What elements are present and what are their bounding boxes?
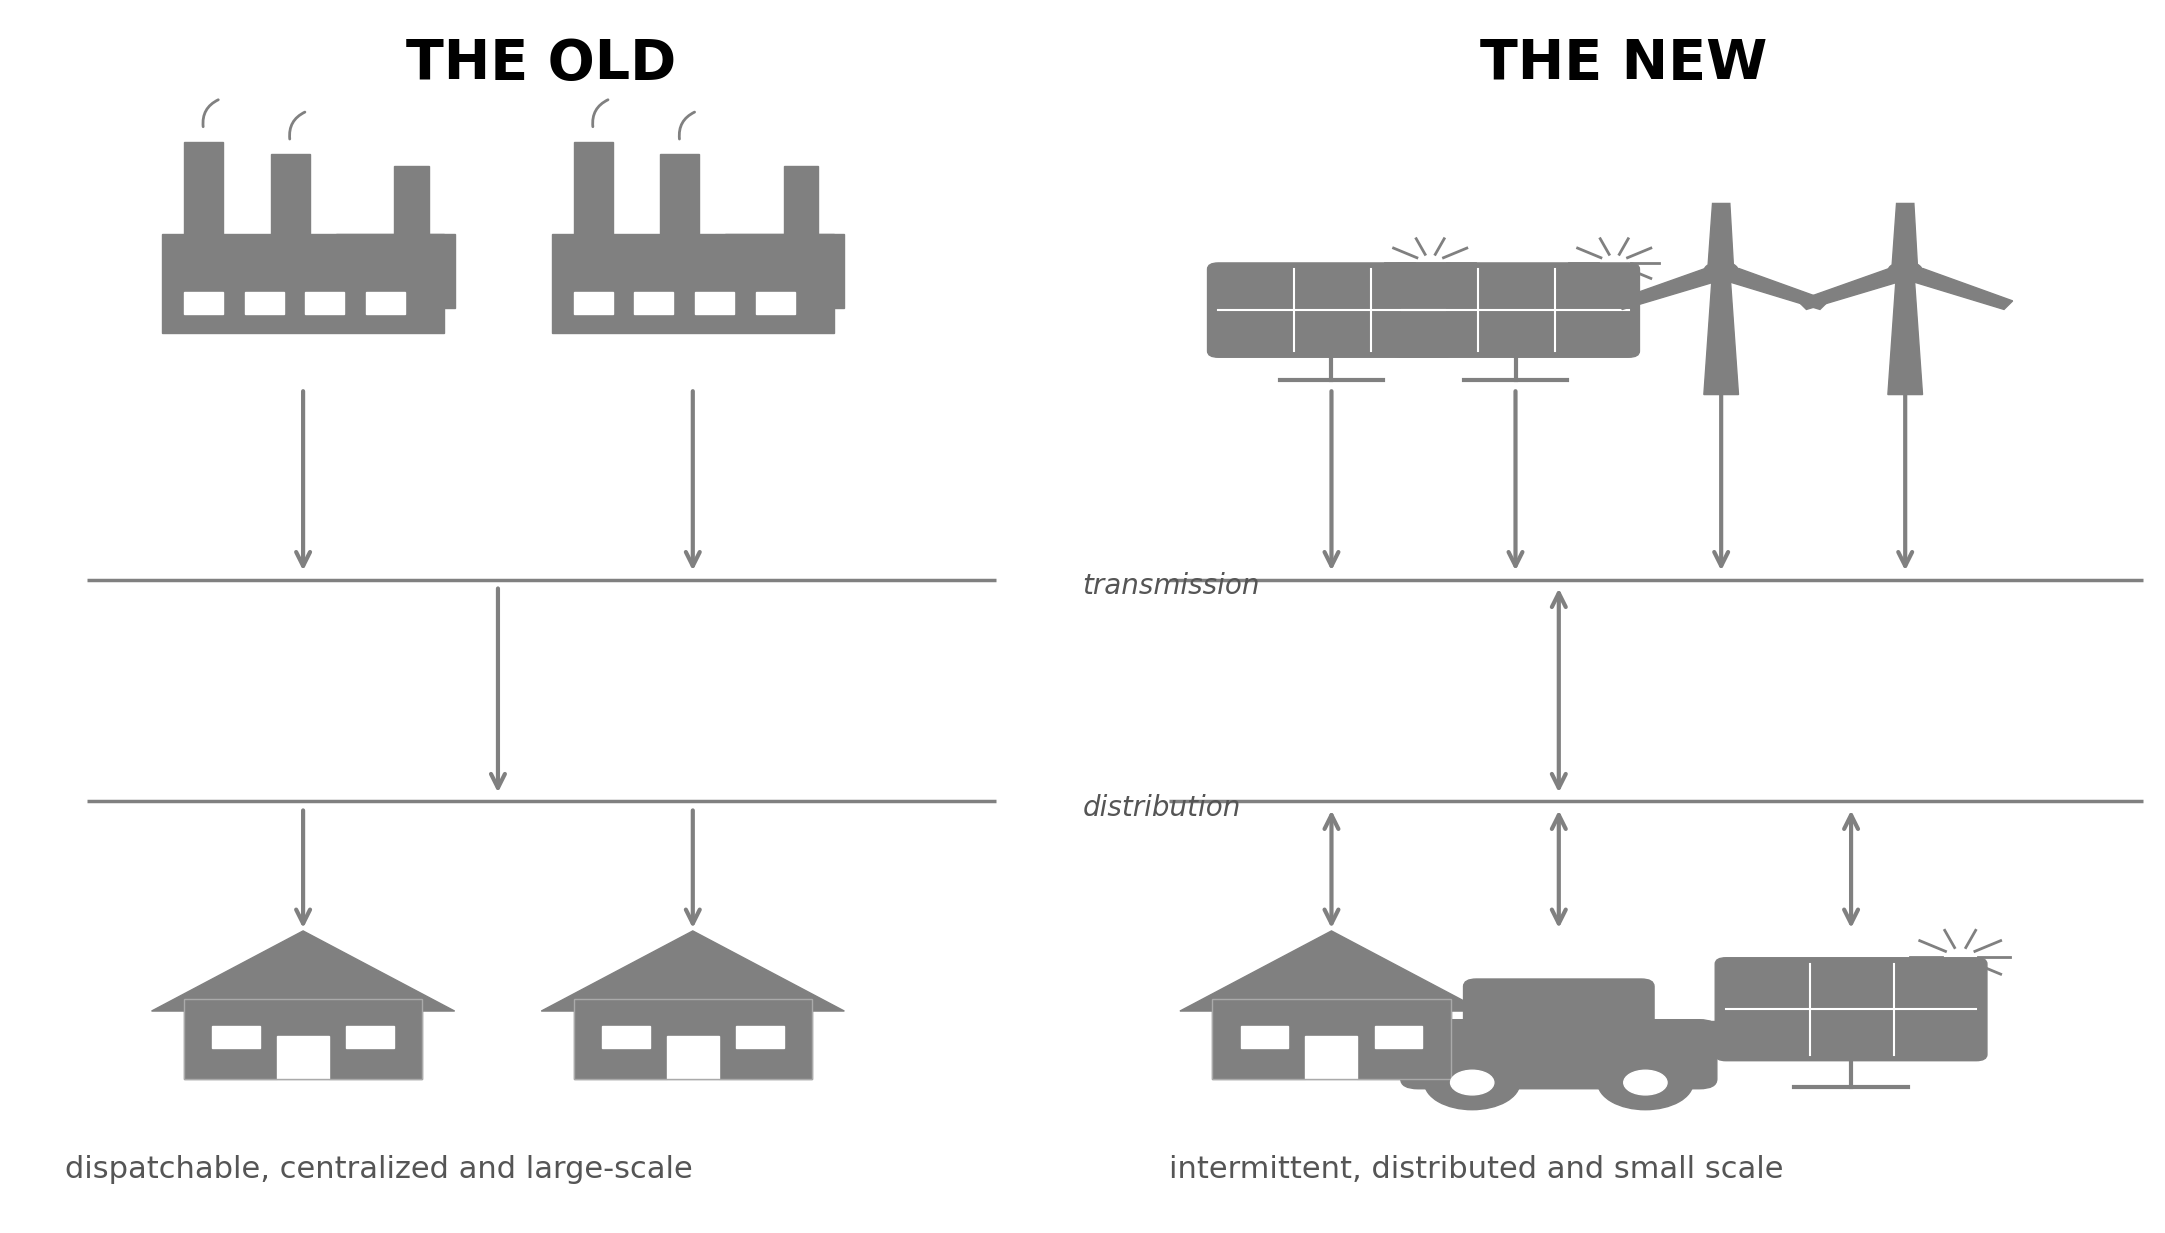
FancyBboxPatch shape <box>1392 263 1639 358</box>
Text: transmission: transmission <box>1082 572 1260 599</box>
Circle shape <box>1598 1055 1693 1110</box>
Bar <box>366 292 405 314</box>
Circle shape <box>1704 261 1738 281</box>
Bar <box>660 154 699 234</box>
Text: dispatchable, centralized and large-scale: dispatchable, centralized and large-scal… <box>65 1154 693 1184</box>
Polygon shape <box>152 931 455 1011</box>
Polygon shape <box>1708 203 1734 279</box>
Bar <box>695 292 734 314</box>
Circle shape <box>1888 261 1923 281</box>
Text: THE NEW: THE NEW <box>1481 37 1767 91</box>
Polygon shape <box>1797 261 1910 309</box>
Bar <box>184 142 223 234</box>
Polygon shape <box>1704 271 1738 395</box>
Polygon shape <box>1704 269 1829 309</box>
Circle shape <box>1451 1070 1494 1095</box>
Bar <box>336 234 455 308</box>
Bar <box>574 142 613 234</box>
Polygon shape <box>1180 931 1483 1011</box>
Bar <box>602 1026 649 1048</box>
Bar <box>1375 1026 1422 1048</box>
Bar <box>574 292 613 314</box>
Bar <box>245 292 284 314</box>
Bar <box>184 999 422 1079</box>
Bar <box>162 234 444 333</box>
Bar <box>667 1036 719 1079</box>
Bar <box>394 166 429 234</box>
Bar <box>1241 1026 1288 1048</box>
Bar <box>184 292 223 314</box>
Bar <box>736 1026 784 1048</box>
Bar <box>634 292 673 314</box>
Bar <box>212 1026 260 1048</box>
Bar <box>1212 999 1451 1079</box>
Circle shape <box>1425 1055 1520 1110</box>
Circle shape <box>1624 1070 1667 1095</box>
FancyBboxPatch shape <box>1208 263 1455 358</box>
Bar <box>1212 999 1451 1079</box>
Bar <box>725 234 844 308</box>
Bar <box>784 166 818 234</box>
FancyBboxPatch shape <box>1464 979 1654 1037</box>
Polygon shape <box>1888 269 2013 309</box>
Bar <box>756 292 795 314</box>
Polygon shape <box>1888 271 1923 395</box>
FancyBboxPatch shape <box>1715 958 1987 1060</box>
Text: THE OLD: THE OLD <box>407 37 675 91</box>
Bar <box>271 154 310 234</box>
Bar <box>346 1026 394 1048</box>
FancyBboxPatch shape <box>1401 1020 1717 1089</box>
Text: intermittent, distributed and small scale: intermittent, distributed and small scal… <box>1169 1154 1784 1184</box>
Bar <box>574 999 812 1079</box>
Bar <box>184 999 422 1079</box>
Bar <box>1305 1036 1357 1079</box>
Text: distribution: distribution <box>1082 794 1241 821</box>
Polygon shape <box>1613 261 1726 309</box>
Bar <box>1706 1021 1745 1051</box>
Polygon shape <box>541 931 844 1011</box>
Bar <box>277 1036 329 1079</box>
Bar <box>574 999 812 1079</box>
Polygon shape <box>1892 203 1918 279</box>
Bar <box>552 234 834 333</box>
Bar <box>305 292 344 314</box>
